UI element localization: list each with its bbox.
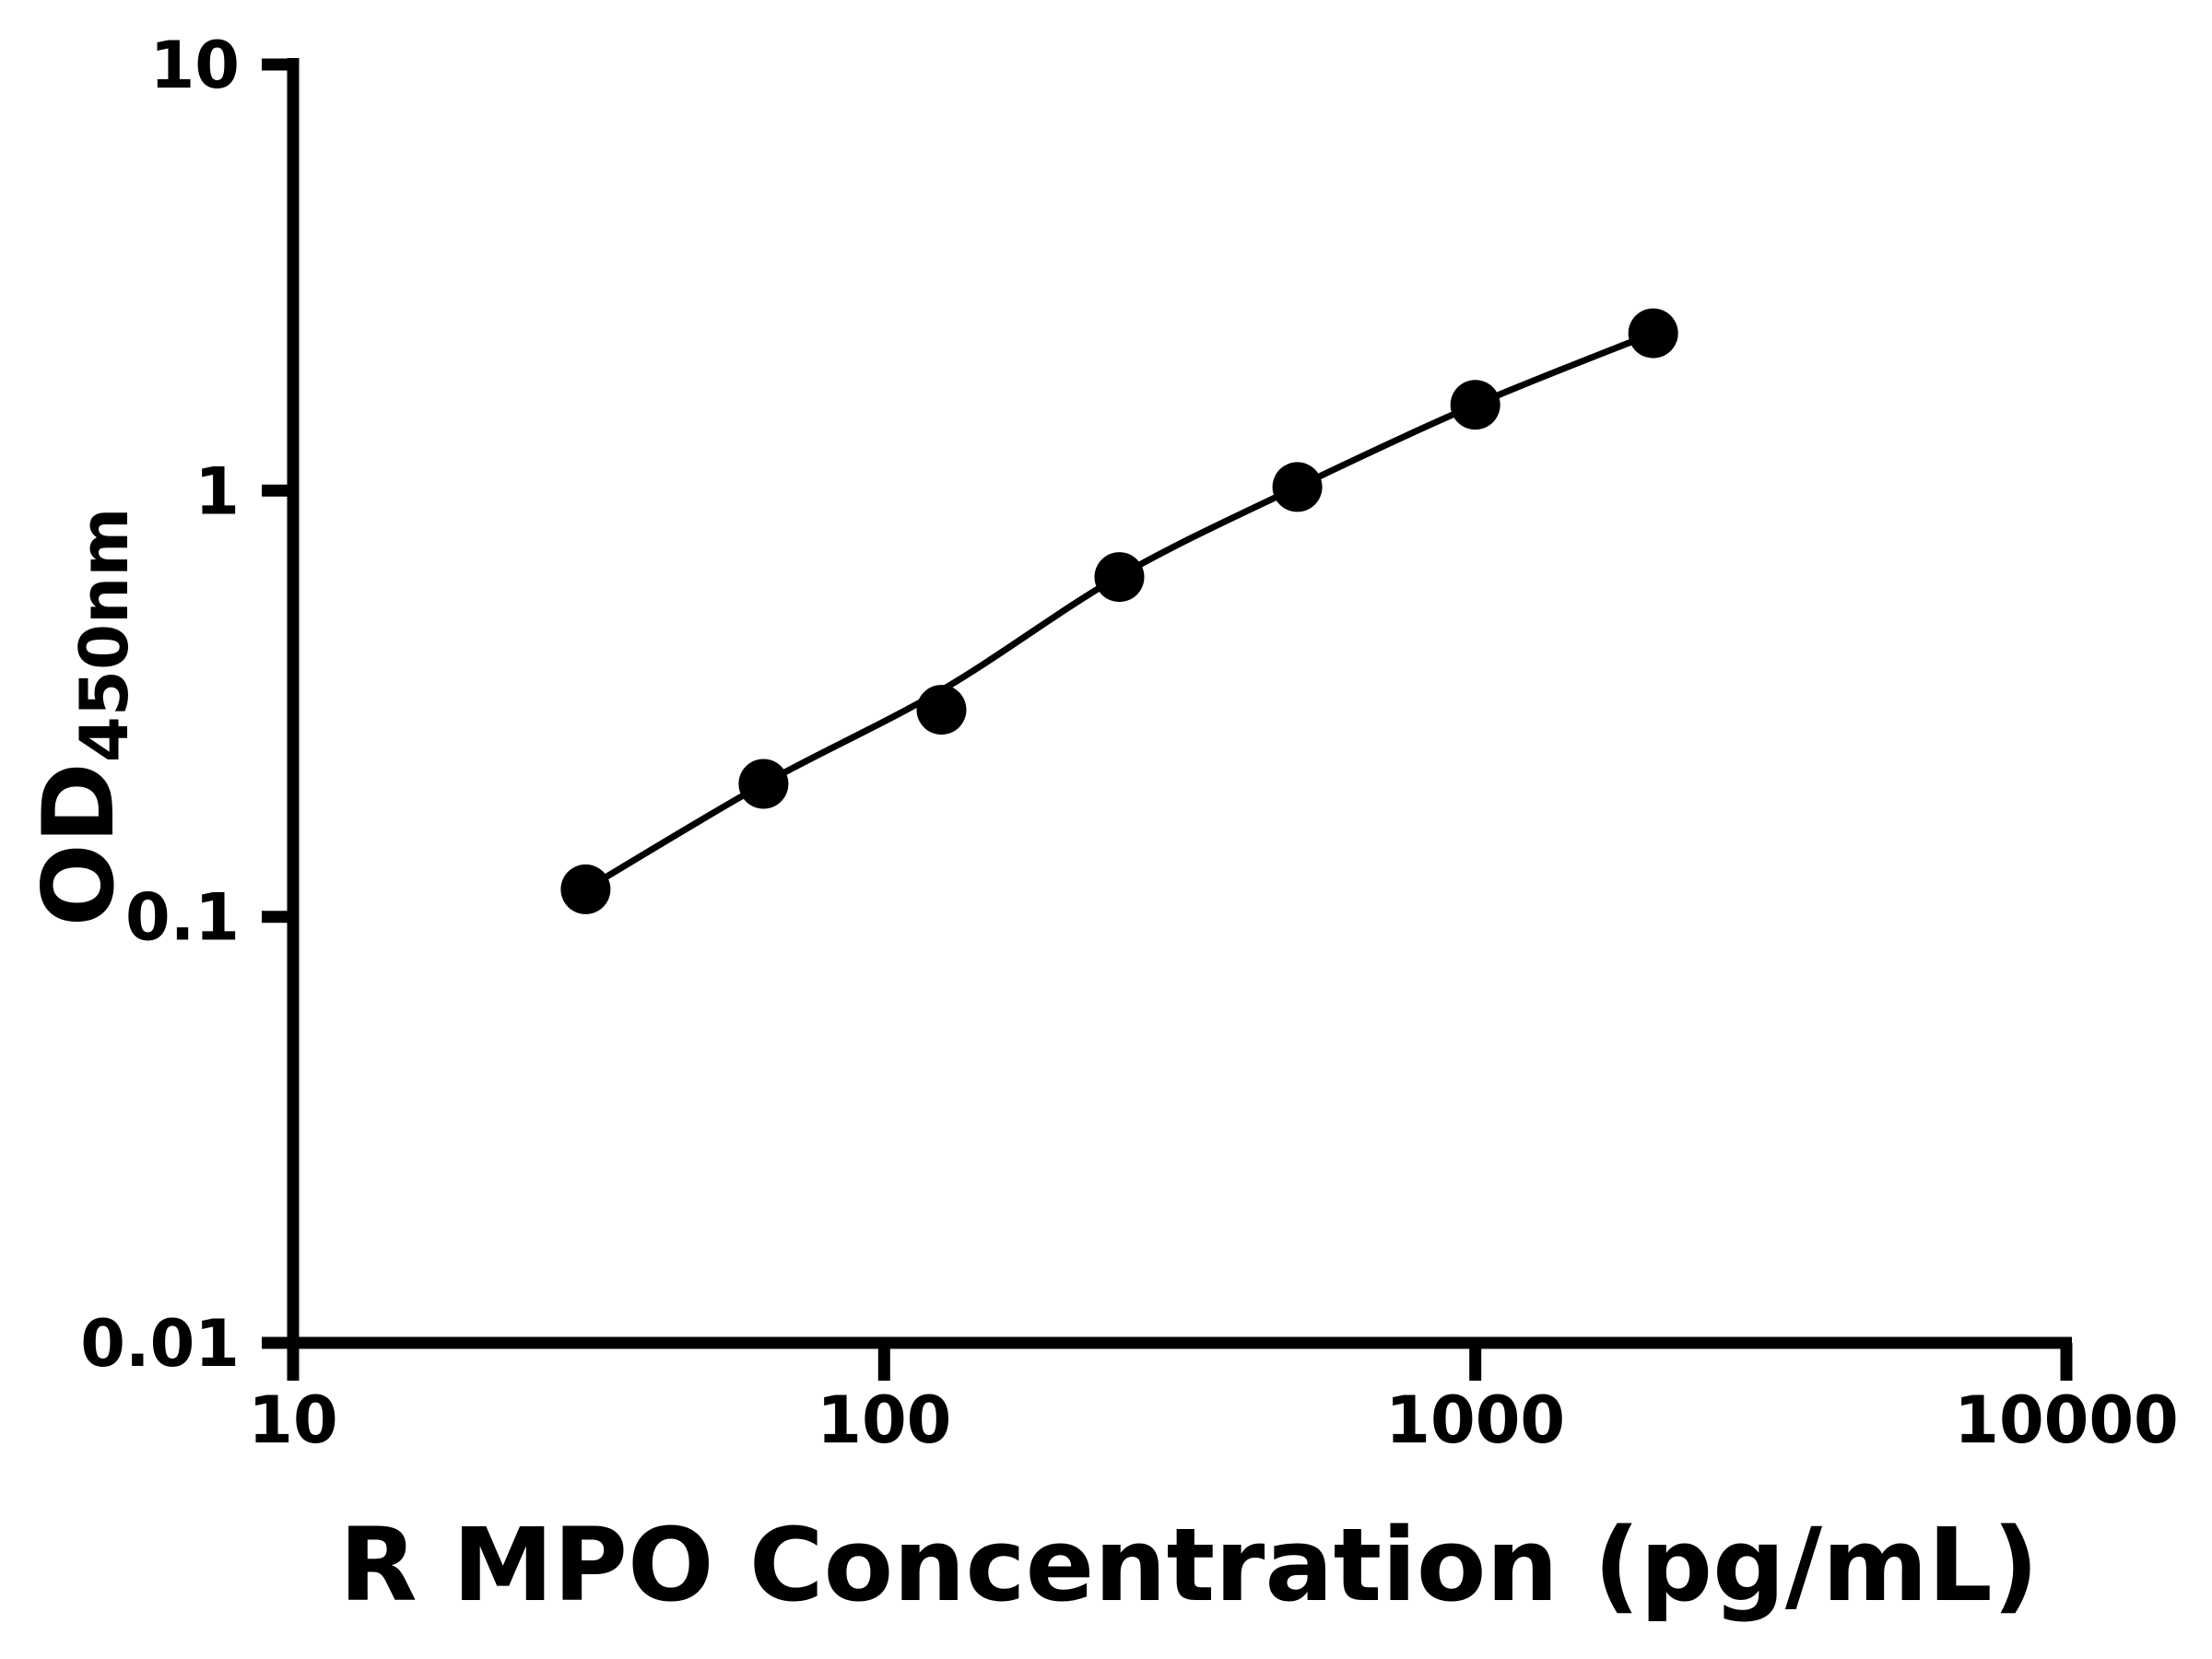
data-point-3 — [916, 685, 967, 735]
y-tick-label-10: 10 — [150, 28, 240, 103]
data-point-1 — [560, 864, 611, 914]
x-tick-label-10: 10 — [248, 1382, 337, 1458]
x-tick-label-1000: 1000 — [1385, 1382, 1565, 1458]
data-point-2 — [738, 759, 789, 809]
data-point-6 — [1450, 380, 1500, 430]
y-axis-title: OD450nm — [22, 508, 143, 927]
y-tick-label-1: 1 — [194, 453, 240, 529]
x-axis-title: R MPO Concentration (pg/mL) — [339, 1506, 2039, 1624]
data-point-4 — [1094, 552, 1145, 603]
data-point-5 — [1272, 462, 1323, 512]
x-tick-label-100: 100 — [817, 1382, 951, 1458]
y-tick-label-0.1: 0.1 — [125, 880, 240, 956]
y-axis-title-main: OD — [22, 762, 135, 926]
x-tick-label-10000: 10000 — [1954, 1382, 2179, 1458]
y-tick-label-0.01: 0.01 — [80, 1306, 240, 1382]
data-point-7 — [1628, 308, 1678, 359]
y-axis-title-subscript: 450nm — [65, 508, 143, 763]
